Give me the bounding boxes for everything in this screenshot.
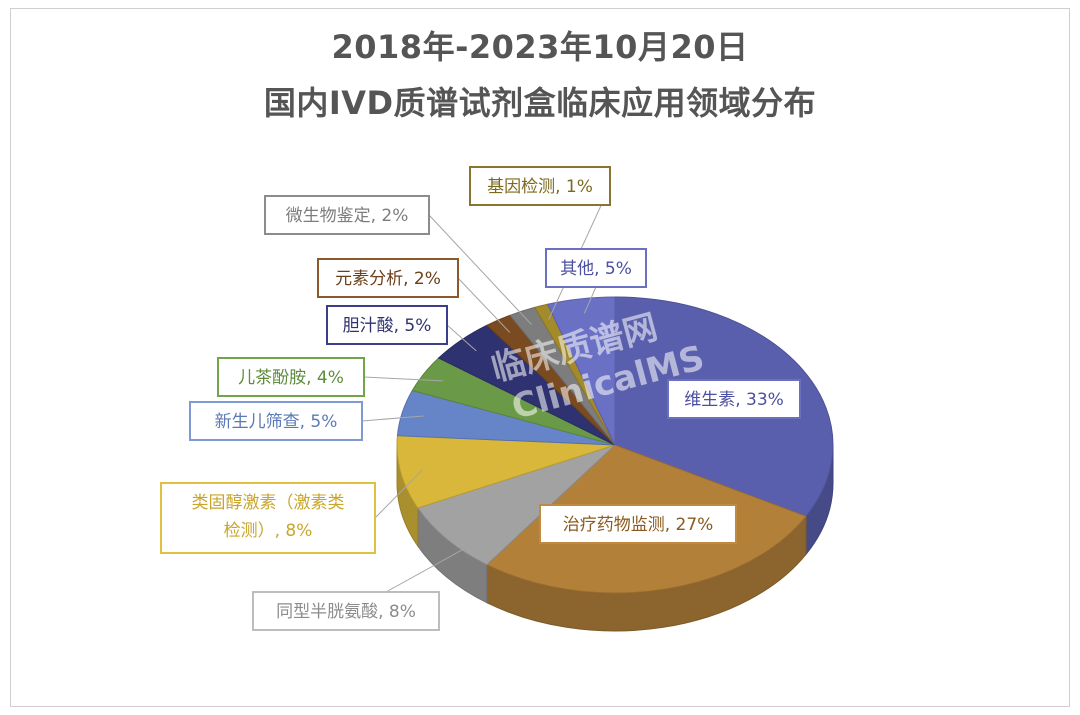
slice-label-5: 儿茶酚胺, 4% <box>217 357 365 397</box>
slice-label-text-4: 新生儿筛查, 5% <box>215 412 338 432</box>
slice-label-4: 新生儿筛查, 5% <box>189 401 363 441</box>
slice-label-8: 微生物鉴定, 2% <box>264 195 430 235</box>
slice-label-text-2: 同型半胱氨酸, 8% <box>276 602 416 622</box>
pie-slice-3 <box>396 435 616 509</box>
slice-label-box-10 <box>545 248 647 288</box>
slice-label-7: 元素分析, 2% <box>317 258 459 298</box>
leader-line-5 <box>363 376 444 382</box>
slice-label-box-4 <box>189 401 363 441</box>
slice-label-box-0 <box>667 379 801 419</box>
slice-label-1: 治疗药物监测, 27% <box>539 504 737 544</box>
slice-label-text-9: 基因检测, 1% <box>487 177 593 197</box>
slice-label-10: 其他, 5% <box>545 248 647 288</box>
slice-label-text-0: 维生素, 33% <box>684 390 784 410</box>
slice-label-box-5 <box>217 357 365 397</box>
slice-label-box-9 <box>469 166 611 206</box>
slice-label-text-3-1: 检测）, 8% <box>224 521 313 541</box>
slice-label-box-2 <box>252 591 440 631</box>
leader-line-10 <box>583 286 597 314</box>
slice-label-text-6: 胆汁酸, 5% <box>343 316 432 336</box>
slice-label-box-6 <box>326 305 448 345</box>
slice-label-text-5: 儿茶酚胺, 4% <box>238 368 344 388</box>
chart-title-line2: 国内IVD质谱试剂盒临床应用领域分布 <box>263 84 817 122</box>
slice-label-box-1 <box>539 504 737 544</box>
slice-label-text-1: 治疗药物监测, 27% <box>563 515 714 535</box>
slice-label-text-3-0: 类固醇激素（激素类 <box>192 493 345 513</box>
slice-label-box-3 <box>160 482 376 554</box>
leader-line-7 <box>457 277 511 333</box>
slice-label-9: 基因检测, 1% <box>469 166 611 206</box>
leader-line-2 <box>385 548 465 593</box>
slice-labels: 维生素, 33% 治疗药物监测, 27% 同型半胱氨酸, 8% 类固醇激素（激素类检测… <box>160 166 801 631</box>
chart-title-line1: 2018年-2023年10月20日 <box>331 28 749 66</box>
slice-label-2: 同型半胱氨酸, 8% <box>252 591 440 631</box>
leader-line-6 <box>446 324 477 352</box>
leader-line-3 <box>374 469 423 519</box>
slice-label-text-8: 微生物鉴定, 2% <box>286 206 409 226</box>
slice-label-6: 胆汁酸, 5% <box>326 305 448 345</box>
leader-line-4 <box>361 415 424 422</box>
pie-slice-2 <box>416 444 616 566</box>
leader-line-8 <box>428 214 532 325</box>
slice-label-box-7 <box>317 258 459 298</box>
slice-label-text-7: 元素分析, 2% <box>335 269 441 289</box>
slice-label-text-10: 其他, 5% <box>560 259 632 279</box>
pie-slice-10 <box>546 296 616 446</box>
slice-label-0: 维生素, 33% <box>667 379 801 419</box>
slice-label-box-8 <box>264 195 430 235</box>
